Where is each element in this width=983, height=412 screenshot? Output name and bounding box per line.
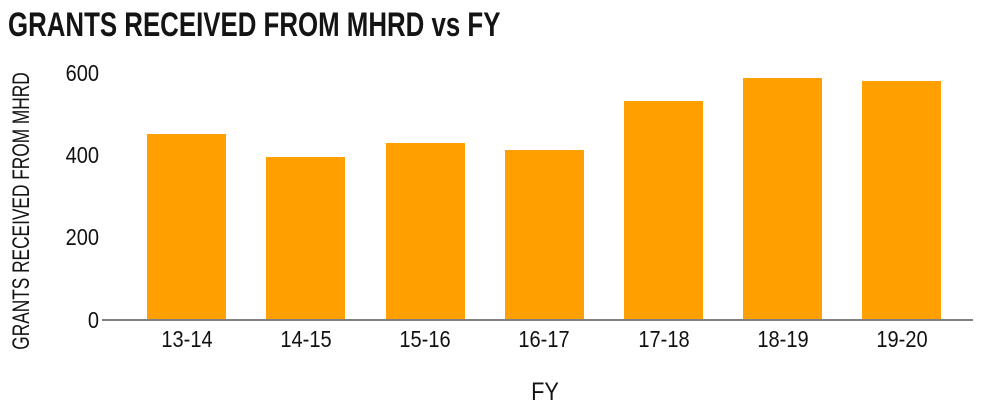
y-tick-label: 600 [65,60,99,87]
bar [624,100,703,320]
x-tick-label: 15-16 [399,326,451,352]
x-tick-label: 13-14 [161,326,213,352]
bar [147,133,227,320]
bar [266,157,346,320]
x-tick-label: 17-18 [637,326,690,352]
bar [385,143,465,320]
y-tick-label: 400 [65,142,99,169]
x-tick-label: 16-17 [518,326,570,352]
x-tick-label: 18-19 [757,326,809,352]
x-axis-title: FY [531,378,559,406]
y-tick-label: 0 [87,306,99,333]
bar [862,80,942,320]
x-tick-label: 19-20 [876,326,928,352]
chart-title: GRANTS RECEIVED FROM MHRD vs FY [8,6,501,44]
y-tick-label: 200 [65,224,99,251]
bar [743,77,823,320]
bar [504,150,584,320]
x-tick-label: 14-15 [280,326,332,352]
x-axis-line [102,318,973,321]
